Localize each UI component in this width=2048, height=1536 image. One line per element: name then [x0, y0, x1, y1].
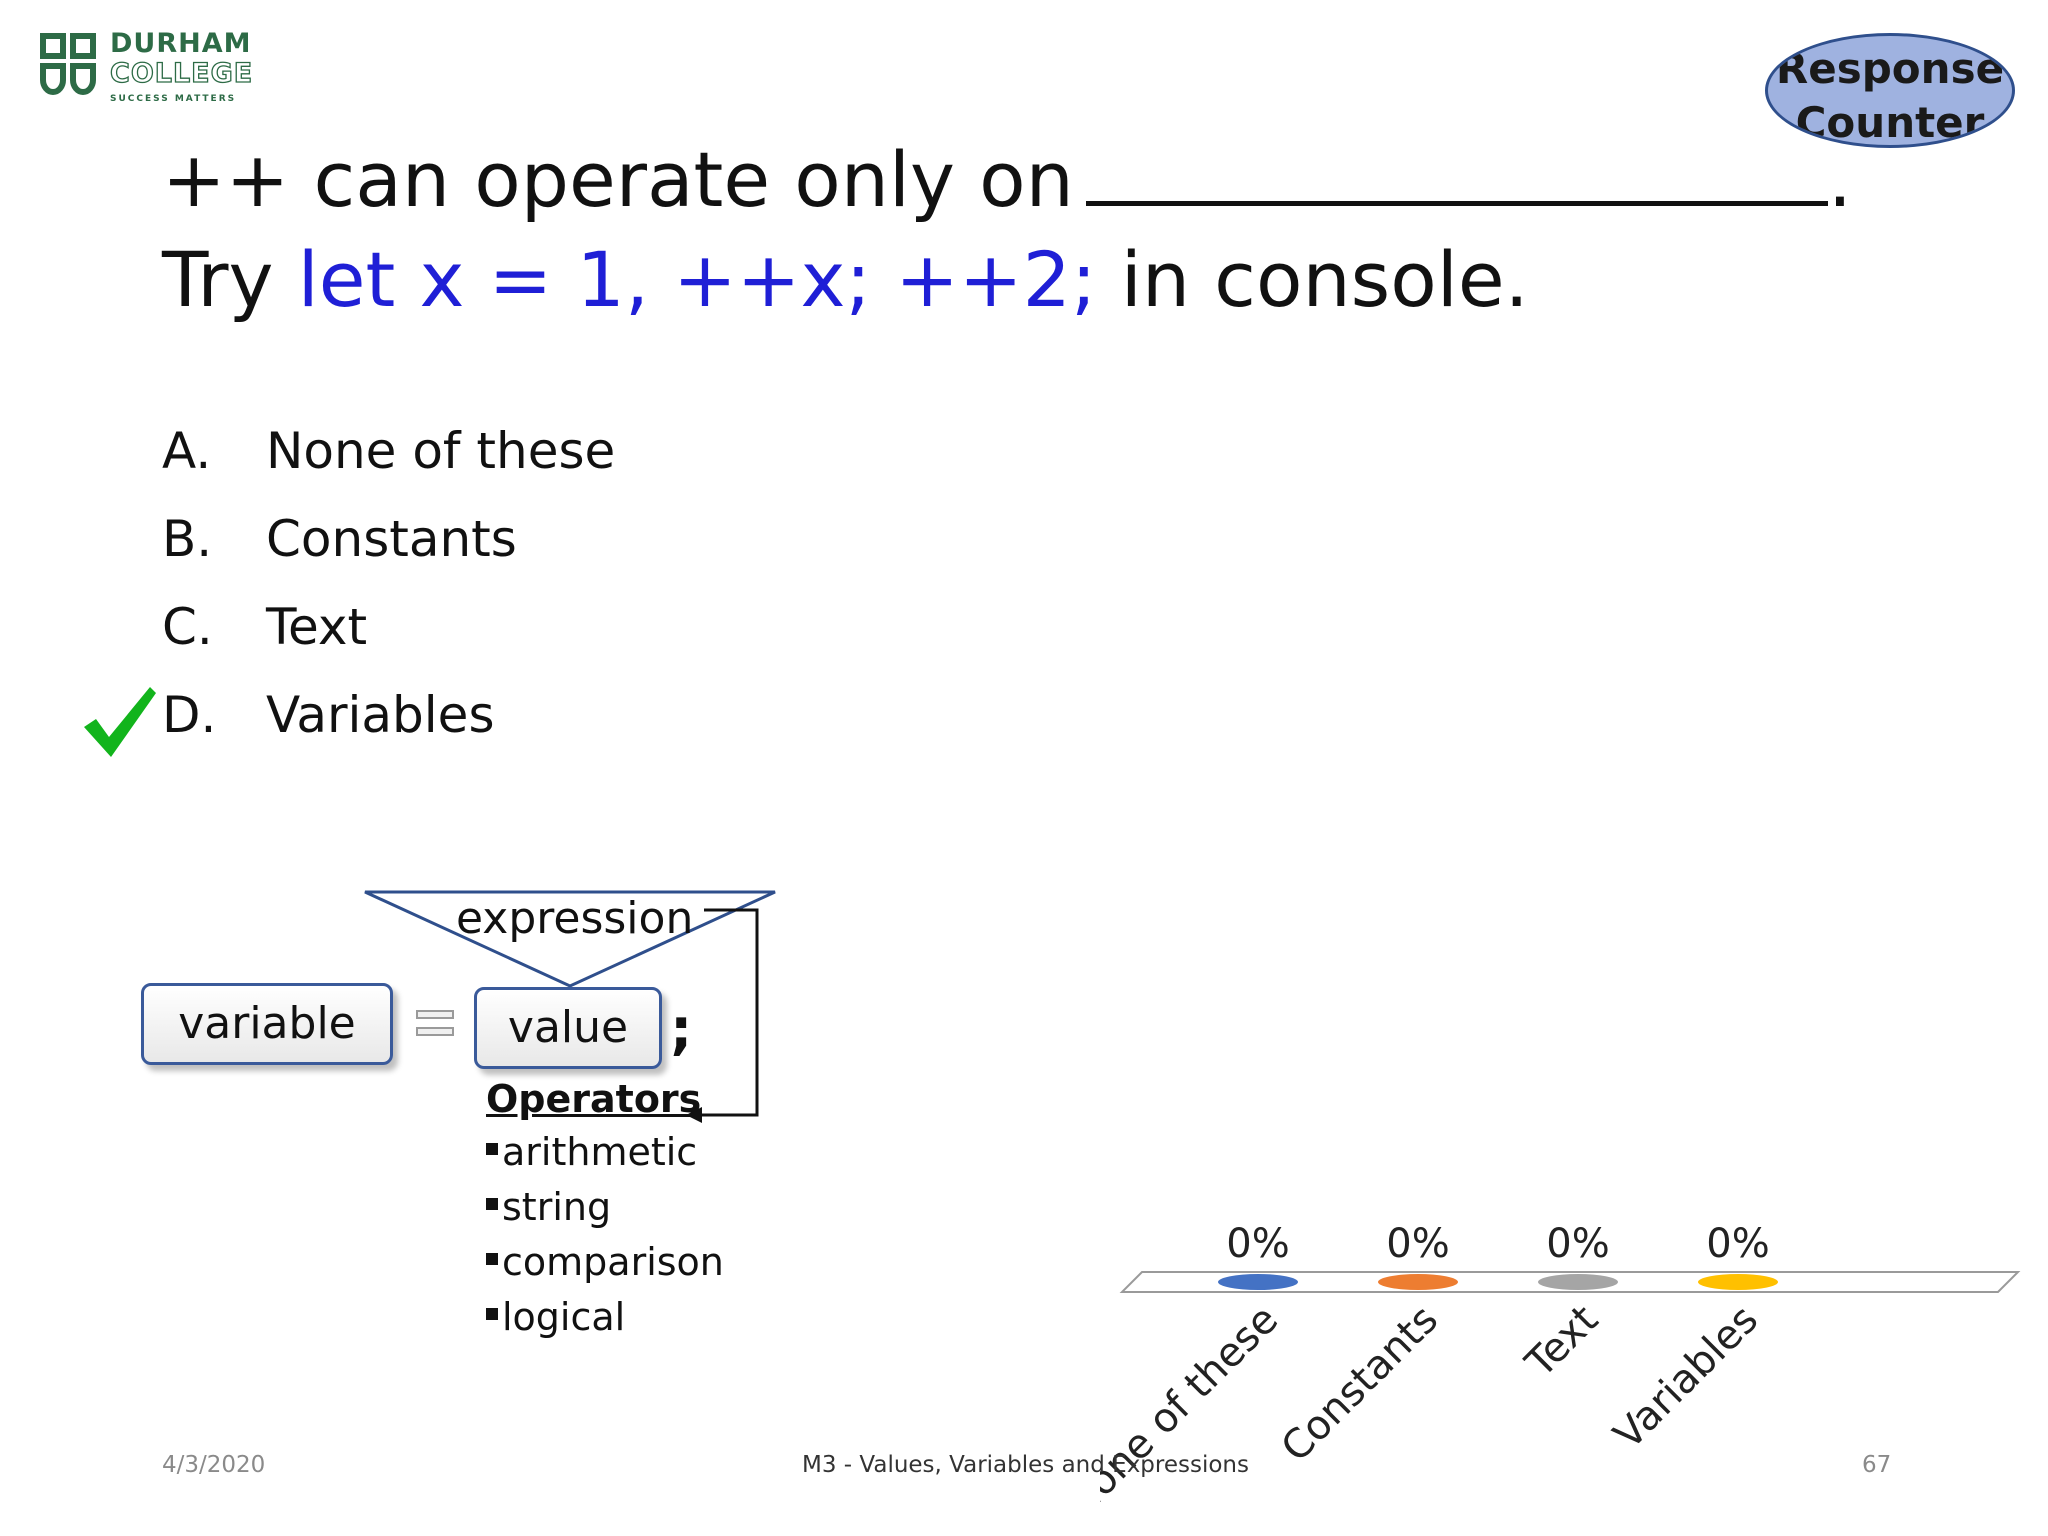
question-line2-prefix: Try: [162, 235, 274, 324]
option-letter: C.: [162, 598, 213, 656]
response-counter-label-line2: Counter: [1795, 98, 1985, 147]
equals-icon: [416, 1010, 454, 1038]
chart-value-label: 0%: [1226, 1221, 1289, 1267]
bullet-icon: [486, 1143, 498, 1155]
operator-label: arithmetic: [502, 1130, 698, 1174]
chart-category-label: None of these: [1100, 1297, 1287, 1527]
semicolon-label: ;: [670, 997, 693, 1062]
durham-college-logo: DURHAM COLLEGE SUCCESS MATTERS: [40, 28, 254, 108]
option-text: Variables: [266, 686, 495, 744]
option-letter: D.: [162, 686, 217, 744]
operator-item: comparison: [486, 1235, 724, 1290]
chart-bar-base: [1218, 1274, 1298, 1290]
response-counter-button[interactable]: Response Counter: [1765, 33, 2015, 148]
option-text: Text: [266, 598, 368, 656]
chart-value-label: 0%: [1546, 1221, 1609, 1267]
expression-label: expression: [456, 893, 694, 944]
answer-options: A. None of these B. Constants C. Text D. Var…: [162, 414, 615, 766]
chart-category-label: Variables: [1605, 1297, 1767, 1459]
option-text: None of these: [266, 422, 616, 480]
footer-title: M3 - Values, Variables and Expressions: [802, 1452, 1249, 1478]
operators-list: Operators arithmetic string comparison l…: [486, 1073, 724, 1345]
chart-bar-base: [1538, 1274, 1618, 1290]
operator-label: comparison: [502, 1240, 724, 1284]
value-box: value: [474, 987, 662, 1069]
operator-item: arithmetic: [486, 1125, 724, 1180]
chart-value-label: 0%: [1706, 1221, 1769, 1267]
question-line1-end: .: [1827, 135, 1852, 224]
option-text: Constants: [266, 510, 517, 568]
chart-value-label: 0%: [1386, 1221, 1449, 1267]
operators-title: Operators: [486, 1077, 702, 1121]
response-counter-label-line1: Response: [1775, 44, 2005, 93]
operator-item: string: [486, 1180, 724, 1235]
logo-name-line2: COLLEGE: [109, 58, 254, 89]
logo-tagline: SUCCESS MATTERS: [110, 94, 237, 104]
question-line2: Try let x = 1, ++x; ++2; in console.: [162, 235, 1529, 324]
operator-item: logical: [486, 1290, 724, 1345]
footer-date: 4/3/2020: [162, 1452, 266, 1478]
option-c[interactable]: C. Text: [162, 590, 615, 678]
response-chart: 0% None of these 0% Constants 0% Text 0% Variab…: [1100, 1221, 2021, 1527]
question-line1: ++ can operate only on.: [162, 135, 1852, 224]
option-letter: A.: [162, 422, 212, 480]
question-code: let x = 1, ++x; ++2;: [297, 235, 1097, 324]
question-line1-text: ++ can operate only on: [162, 135, 1074, 224]
operator-label: logical: [502, 1295, 626, 1339]
logo-name-line1: DURHAM: [110, 28, 252, 59]
chart-category-label: Constants: [1273, 1297, 1447, 1471]
variable-box: variable: [141, 983, 393, 1065]
question-title: ++ can operate only on. Try let x = 1, +…: [162, 130, 1852, 330]
answer-blank: [1085, 135, 1828, 206]
question-line2-suffix: in console.: [1120, 235, 1529, 324]
option-letter: B.: [162, 510, 213, 568]
footer-page-number: 67: [1862, 1452, 1892, 1478]
durham-college-logo-icon: [40, 33, 96, 95]
chart-bar-base: [1378, 1274, 1458, 1290]
option-d[interactable]: D. Variables: [162, 678, 615, 766]
option-b[interactable]: B. Constants: [162, 502, 615, 590]
bullet-icon: [486, 1253, 498, 1265]
checkmark-icon: [84, 687, 156, 757]
bullet-icon: [486, 1198, 498, 1210]
option-a[interactable]: A. None of these: [162, 414, 615, 502]
chart-bar-base: [1698, 1274, 1778, 1290]
bullet-icon: [486, 1308, 498, 1320]
operator-label: string: [502, 1185, 612, 1229]
chart-category-label: Text: [1517, 1297, 1607, 1387]
